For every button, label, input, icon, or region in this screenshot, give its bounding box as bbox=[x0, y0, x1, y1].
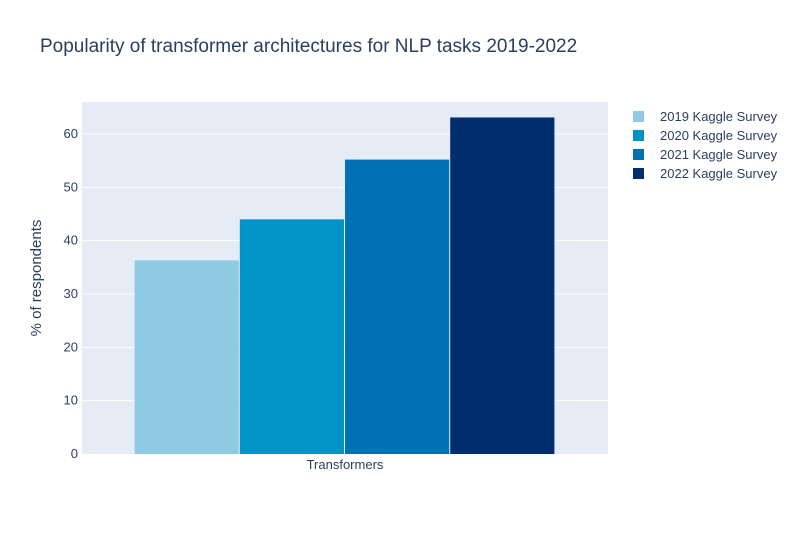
legend-item[interactable]: 2019 Kaggle Survey bbox=[660, 109, 778, 124]
y-tick-label: 20 bbox=[64, 339, 78, 354]
bar-2019-kaggle-survey[interactable] bbox=[134, 260, 239, 454]
y-tick-label: 40 bbox=[64, 233, 78, 248]
legend-swatch[interactable] bbox=[633, 168, 644, 179]
bar-2020-kaggle-survey[interactable] bbox=[239, 219, 344, 454]
chart-title: Popularity of transformer architectures … bbox=[40, 36, 577, 57]
legend-item[interactable]: 2020 Kaggle Survey bbox=[660, 128, 778, 143]
legend-swatch[interactable] bbox=[633, 111, 644, 122]
legend-item[interactable]: 2021 Kaggle Survey bbox=[660, 147, 778, 162]
legend-swatch[interactable] bbox=[633, 149, 644, 160]
y-axis-ticks: 0 10 20 30 40 50 60 bbox=[64, 126, 78, 461]
y-tick-label: 50 bbox=[64, 179, 78, 194]
y-tick-label: 30 bbox=[64, 286, 78, 301]
x-axis-ticks: Transformers bbox=[307, 457, 384, 472]
bar-2021-kaggle-survey[interactable] bbox=[345, 159, 450, 454]
y-tick-label: 60 bbox=[64, 126, 78, 141]
y-axis-label: % of respondents bbox=[28, 220, 45, 337]
y-tick-label: 0 bbox=[71, 446, 78, 461]
y-tick-label: 10 bbox=[64, 393, 78, 408]
x-tick-label: Transformers bbox=[307, 457, 384, 472]
bars bbox=[134, 117, 555, 454]
bar-2022-kaggle-survey[interactable] bbox=[450, 117, 555, 454]
legend-item[interactable]: 2022 Kaggle Survey bbox=[660, 166, 778, 181]
legend-swatch[interactable] bbox=[633, 130, 644, 141]
legend[interactable]: 2019 Kaggle Survey 2020 Kaggle Survey 2021… bbox=[633, 109, 778, 181]
